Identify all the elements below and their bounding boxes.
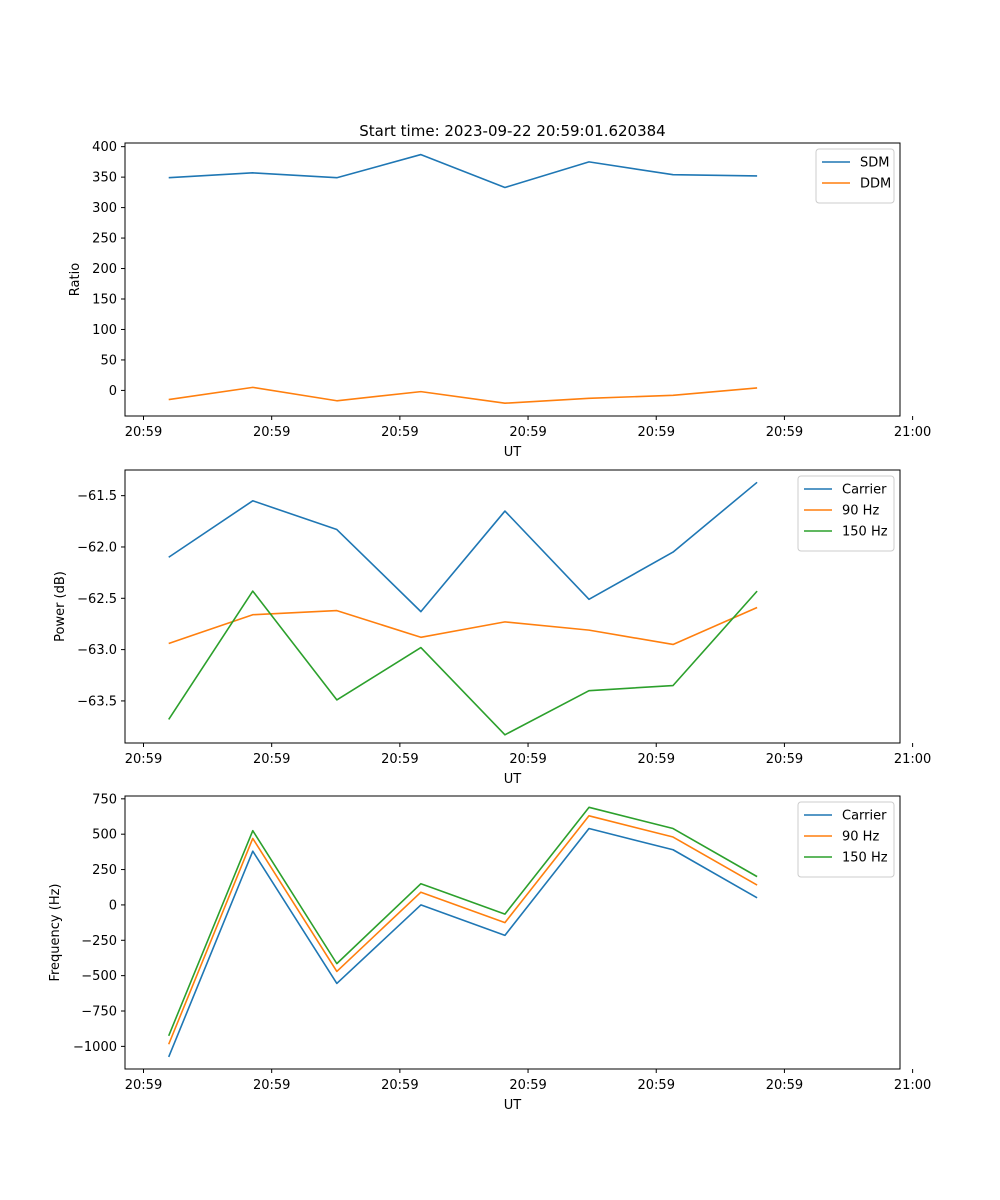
x-tick-label: 20:59 xyxy=(766,425,803,440)
legend-entry: DDM xyxy=(860,177,891,192)
x-tick-label: 20:59 xyxy=(125,425,162,440)
legend-box xyxy=(797,475,895,552)
x-tick-label: 20:59 xyxy=(509,425,546,440)
subplots: 20:59 20:59 20:59 20:59 20:59 20:59 21:00 0 50 10… xyxy=(48,140,931,1113)
y-tick-label: 750 xyxy=(92,792,117,807)
axes-frame xyxy=(124,795,901,1070)
x-tick-label: 20:59 xyxy=(253,425,290,440)
legend-box xyxy=(797,801,895,878)
series-line-carrier xyxy=(167,827,758,1058)
legend-entry: 150 Hz xyxy=(842,525,888,540)
legend: Carrier 90 Hz 150 Hz xyxy=(797,801,895,878)
legend-entry: 90 Hz xyxy=(842,830,879,845)
y-tick-label: 350 xyxy=(92,171,117,186)
x-tick-label: 20:59 xyxy=(125,752,162,767)
legend-entry: Carrier xyxy=(842,483,887,498)
x-tick-label: 20:59 xyxy=(638,1078,675,1093)
series-line-150-hz xyxy=(167,806,758,1037)
x-tick-label: 20:59 xyxy=(253,1078,290,1093)
y-tick-label: 500 xyxy=(92,828,117,843)
x-axis-label: UT xyxy=(504,1098,522,1113)
x-tick-label: 20:59 xyxy=(253,752,290,767)
legend: Carrier 90 Hz 150 Hz xyxy=(797,475,895,552)
y-tick-label: 200 xyxy=(92,262,117,277)
x-tick-label: 20:59 xyxy=(766,752,803,767)
x-tick-label: 20:59 xyxy=(509,752,546,767)
x-axis-label: UT xyxy=(504,445,522,460)
y-tick-label: −500 xyxy=(81,969,117,984)
x-tick-label: 20:59 xyxy=(381,1078,418,1093)
y-tick-label: −61.5 xyxy=(77,489,117,504)
y-tick-label: −250 xyxy=(81,934,117,949)
series-line-150-hz xyxy=(168,590,758,736)
y-tick-label: 300 xyxy=(92,201,117,216)
y-tick-label: 400 xyxy=(92,140,117,155)
x-tick-label: 20:59 xyxy=(766,1078,803,1093)
y-tick-label: −62.0 xyxy=(77,540,117,555)
x-tick-label: 21:00 xyxy=(894,425,931,440)
series-line-sdm xyxy=(168,153,758,189)
axes-frame xyxy=(124,142,901,417)
legend-entry: SDM xyxy=(860,156,889,171)
legend-entry: Carrier xyxy=(842,809,887,824)
figure-title: Start time: 2023-09-22 20:59:01.620384 xyxy=(359,122,665,140)
y-axis-label: Power (dB) xyxy=(53,571,68,642)
y-tick-label: 0 xyxy=(109,384,117,399)
subplot-3: 20:59 20:59 20:59 20:59 20:59 20:59 21:00 −1000… xyxy=(48,792,931,1113)
x-tick-label: 20:59 xyxy=(638,752,675,767)
subplot-2: 20:59 20:59 20:59 20:59 20:59 20:59 21:00 −63.5… xyxy=(53,469,931,787)
y-tick-label: −63.5 xyxy=(77,694,117,709)
legend-entry: 150 Hz xyxy=(842,851,888,866)
y-tick-label: −63.0 xyxy=(77,643,117,658)
y-tick-label: 250 xyxy=(92,232,117,247)
y-tick-label: 150 xyxy=(92,293,117,308)
y-tick-label: 250 xyxy=(92,863,117,878)
x-tick-label: 21:00 xyxy=(894,1078,931,1093)
series-line-90-hz xyxy=(168,606,758,646)
x-tick-label: 20:59 xyxy=(638,425,675,440)
y-tick-label: 100 xyxy=(92,323,117,338)
x-tick-label: 20:59 xyxy=(381,752,418,767)
series-line-carrier xyxy=(168,481,758,613)
series-line-ddm xyxy=(168,386,758,405)
series-line-90-hz xyxy=(167,814,758,1045)
legend: SDM DDM xyxy=(815,148,895,204)
y-axis-label: Frequency (Hz) xyxy=(48,883,63,981)
x-tick-label: 20:59 xyxy=(125,1078,162,1093)
subplot-1: 20:59 20:59 20:59 20:59 20:59 20:59 21:00 0 50 10… xyxy=(68,140,931,460)
y-tick-label: 0 xyxy=(109,898,117,913)
y-tick-label: −62.5 xyxy=(77,592,117,607)
legend-entry: 90 Hz xyxy=(842,504,879,519)
y-tick-label: 50 xyxy=(100,353,117,368)
y-tick-label: −1000 xyxy=(73,1040,117,1055)
axes-frame xyxy=(124,469,901,744)
x-tick-label: 21:00 xyxy=(894,752,931,767)
x-tick-label: 20:59 xyxy=(509,1078,546,1093)
x-tick-label: 20:59 xyxy=(381,425,418,440)
y-tick-label: −750 xyxy=(81,1005,117,1020)
x-axis-label: UT xyxy=(504,772,522,787)
y-axis-label: Ratio xyxy=(68,263,83,296)
